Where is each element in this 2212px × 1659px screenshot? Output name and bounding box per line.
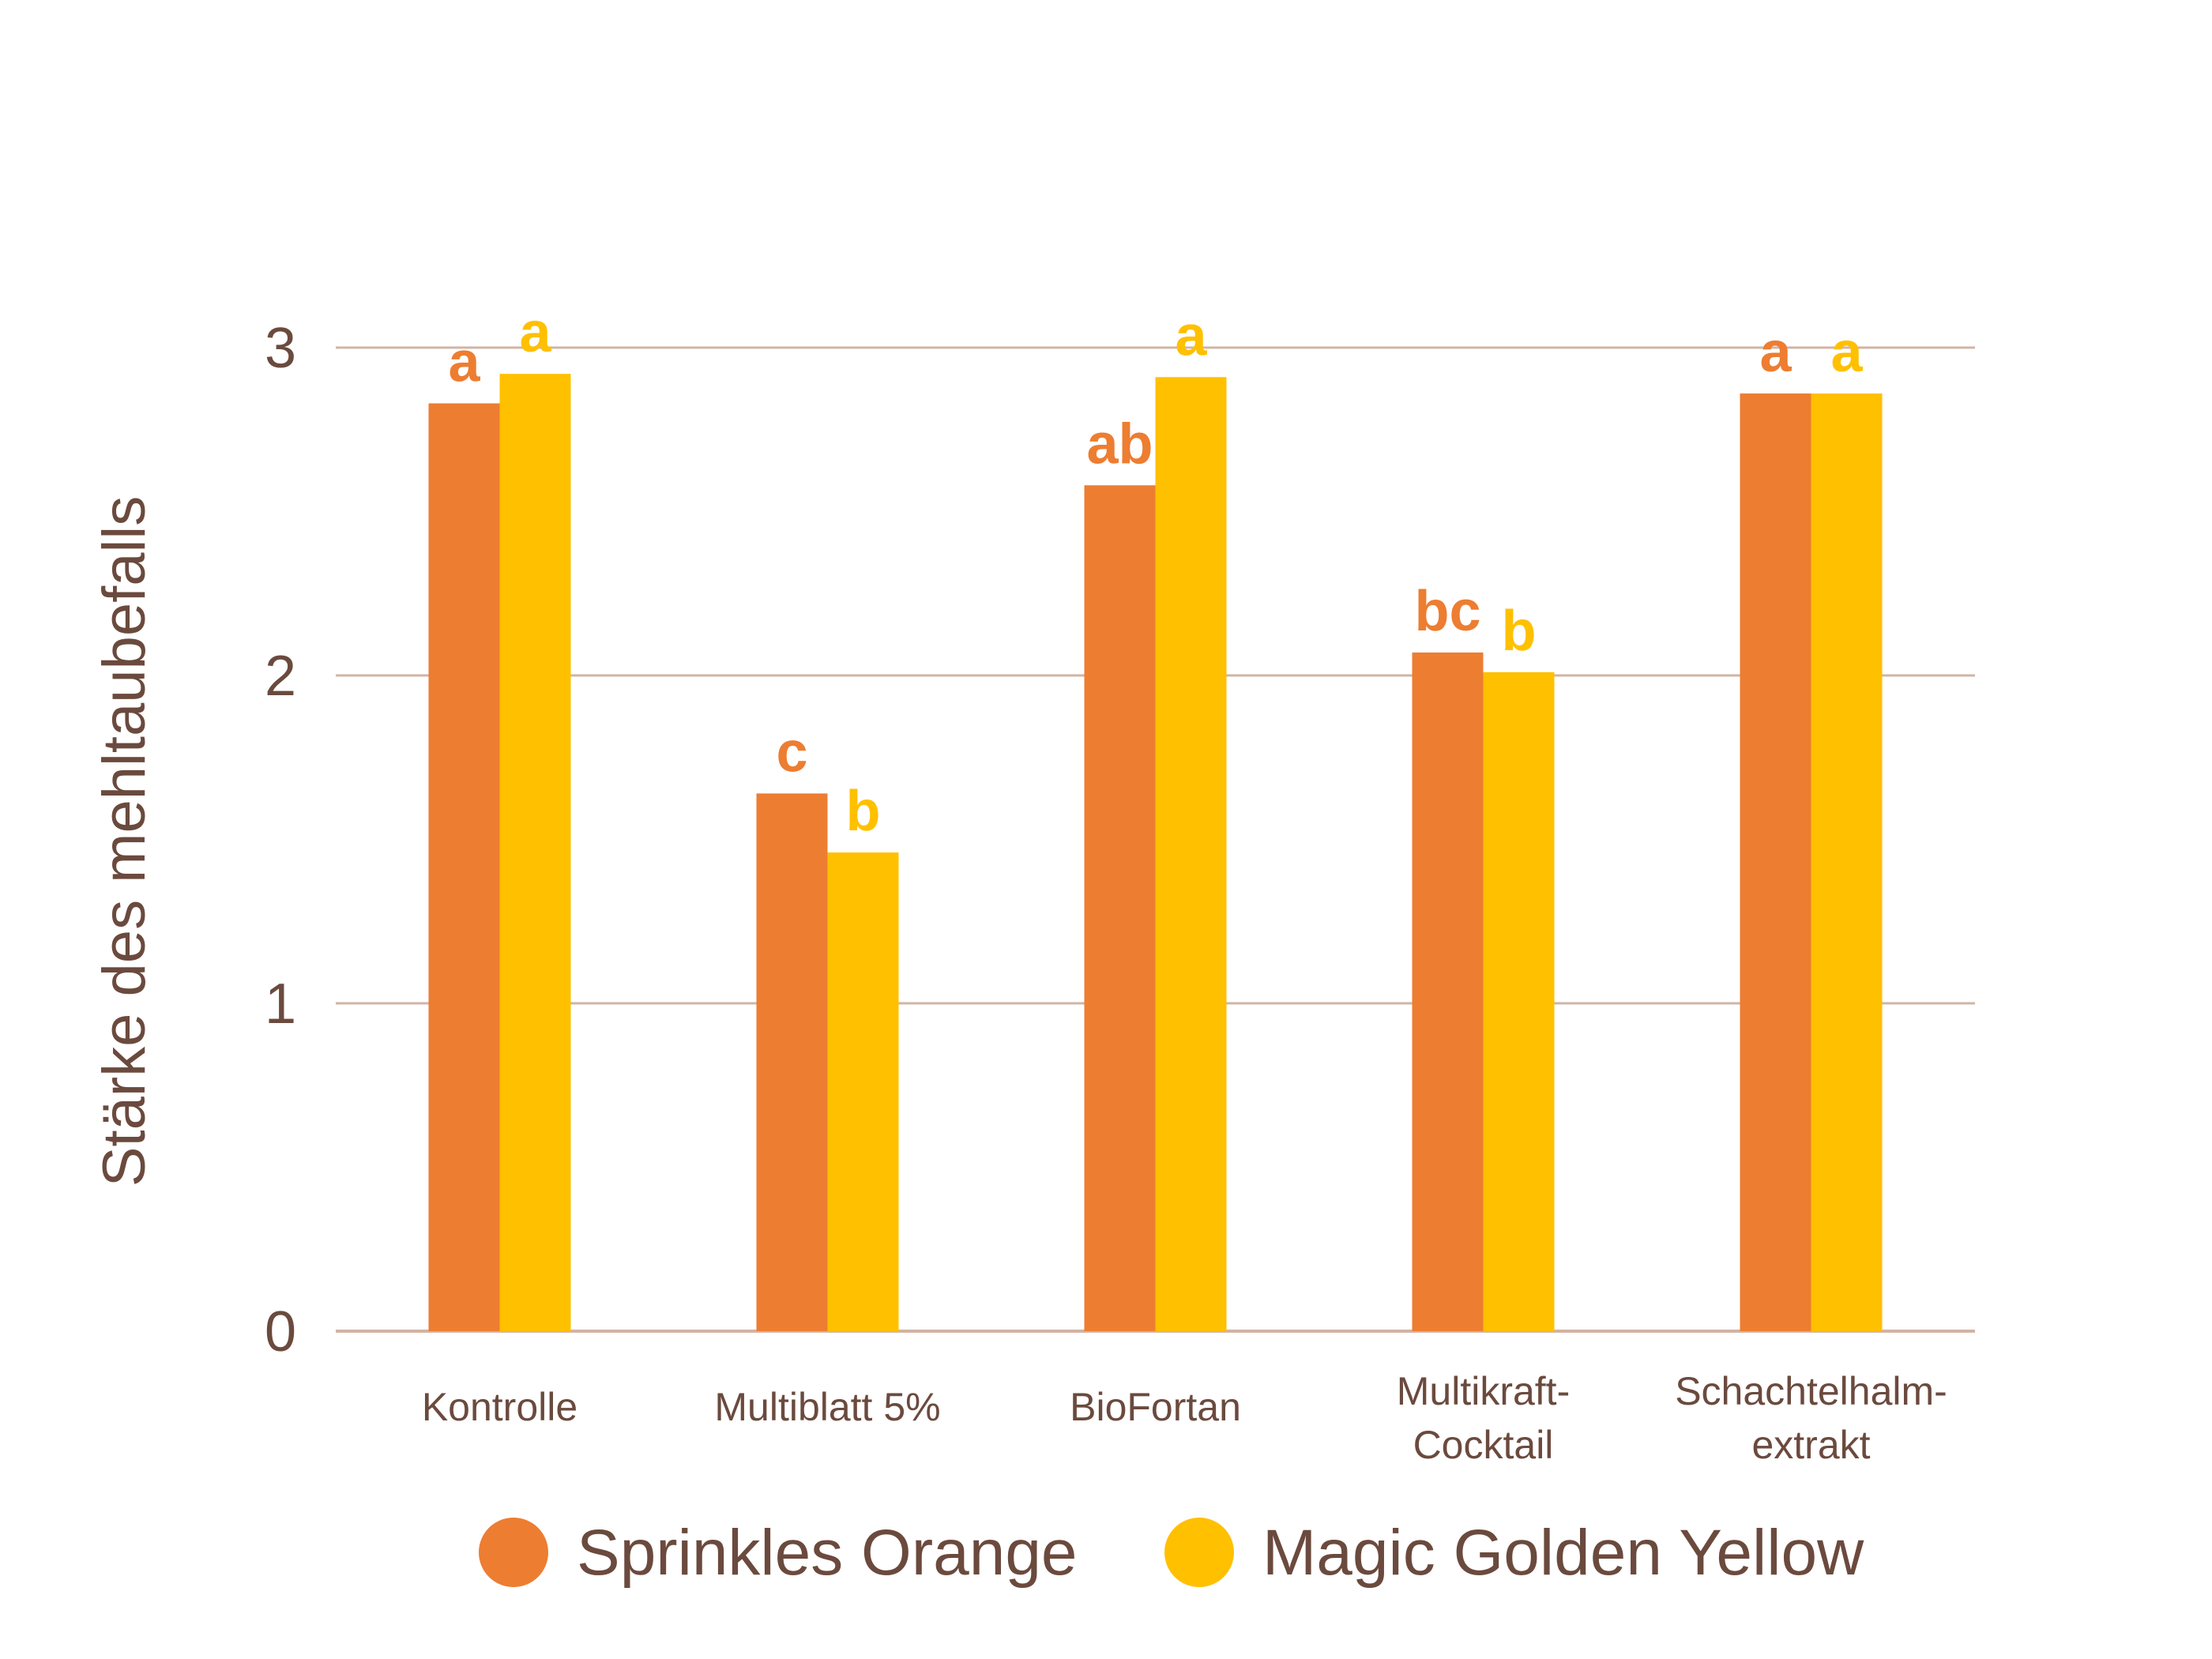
x-tick-label: Cocktail (1413, 1423, 1554, 1467)
legend-label: Magic Golden Yellow (1262, 1517, 1864, 1589)
legend-label: Sprinkles Orange (577, 1517, 1078, 1589)
legend-swatch (1164, 1518, 1234, 1587)
y-tick-label: 3 (265, 317, 296, 380)
bar-significance-label: ab (1086, 412, 1153, 476)
legend-swatch (479, 1518, 548, 1587)
bar-significance-label: b (846, 780, 881, 843)
bar-significance-label: c (776, 720, 807, 784)
bar (1483, 672, 1555, 1331)
bar (1412, 652, 1484, 1331)
bar (1155, 377, 1227, 1332)
bar (827, 852, 899, 1331)
x-tick-label: BioFortan (1070, 1385, 1241, 1429)
y-tick-label: 0 (265, 1300, 296, 1364)
x-tick-label: Multiblatt 5% (714, 1385, 940, 1429)
bar-significance-label: b (1502, 600, 1537, 663)
bars (428, 374, 1883, 1332)
bar-significance-label: a (519, 301, 551, 364)
x-tick-label: Multikraft- (1397, 1369, 1570, 1413)
bar-significance-label: a (1830, 321, 1863, 384)
y-tick-label: 1 (265, 972, 296, 1036)
bar (428, 403, 500, 1331)
y-tick-labels: 0 1 2 3 (265, 317, 296, 1364)
x-tick-label: Schachtelhalm- (1675, 1369, 1947, 1413)
bar (756, 793, 828, 1331)
x-tick-labels: Kontrolle Multiblatt 5% BioFortan Multikraf… (422, 1369, 1947, 1467)
legend: Sprinkles Orange Magic Golden Yellow (479, 1517, 1864, 1589)
y-axis-label: Stärke des mehltaubefalls (91, 496, 158, 1187)
bar (499, 374, 571, 1332)
bar-significance-label: bc (1414, 580, 1480, 643)
bar (1811, 393, 1883, 1332)
bar-significance-label: a (1759, 321, 1792, 384)
x-tick-label: extrakt (1751, 1423, 1870, 1467)
bar-significance-label: a (448, 331, 480, 394)
bar (1084, 485, 1156, 1331)
bar (1740, 393, 1811, 1332)
y-tick-label: 2 (265, 645, 296, 708)
bar-significance-label: a (1175, 304, 1207, 367)
x-tick-label: Kontrolle (422, 1385, 577, 1429)
